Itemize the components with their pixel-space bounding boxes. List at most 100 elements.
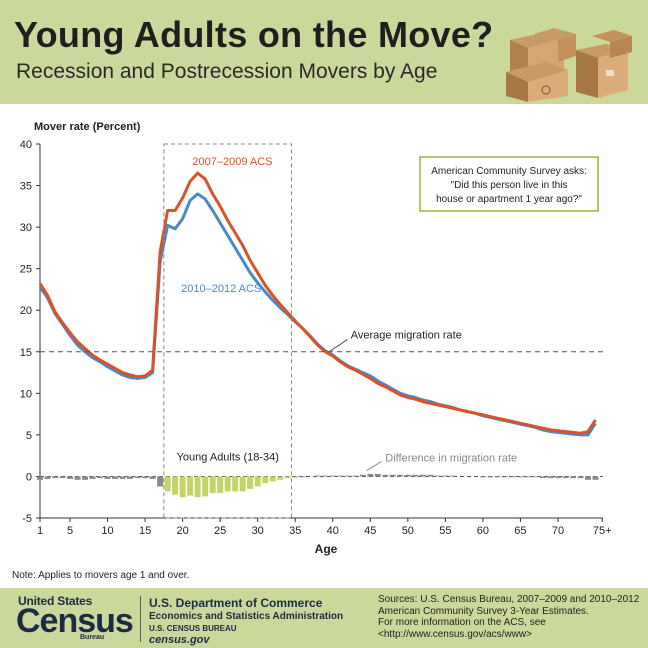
difference-bar (119, 476, 126, 479)
page-subtitle: Recession and Postrecession Movers by Ag… (16, 60, 438, 83)
difference-bar (67, 476, 74, 479)
difference-bar (569, 476, 576, 479)
difference-bar (532, 476, 539, 478)
difference-bar (554, 476, 561, 479)
difference-bar (97, 476, 104, 479)
footer-divider (140, 596, 141, 642)
difference-bar (584, 476, 591, 480)
x-tick-label: 35 (289, 525, 301, 537)
sources-text: Sources: U.S. Census Bureau, 2007–2009 a… (378, 594, 639, 640)
difference-bar (427, 474, 434, 477)
difference-bar (352, 475, 359, 477)
logo-line-bottom: Bureau (80, 634, 105, 641)
difference-bar (149, 476, 156, 479)
difference-bar (329, 475, 336, 477)
callout-line-2: "Did this person live in this (451, 180, 568, 191)
header-band: Young Adults on the Move? Recession and … (0, 0, 648, 104)
difference-bar (404, 474, 411, 477)
series-2010-2012-label: 2010–2012 ACS (181, 283, 261, 295)
difference-bar (164, 476, 171, 492)
sources-line-2: American Community Survey 3-Year Estimat… (378, 605, 589, 617)
difference-bar (179, 476, 186, 498)
difference-bar (74, 476, 81, 480)
young-adults-range-box (163, 143, 292, 519)
y-tick-label: 20 (20, 305, 32, 317)
difference-bar (194, 476, 201, 498)
x-tick-label: 20 (177, 525, 189, 537)
dept-name: U.S. Department of Commerce (149, 596, 323, 610)
x-tick-label: 40 (327, 525, 339, 537)
difference-bar (434, 475, 441, 477)
difference-bar (239, 476, 246, 492)
difference-bar (82, 476, 89, 480)
acs-link[interactable]: <http://www.census.gov/acs/www> (378, 628, 532, 640)
difference-bar (577, 476, 584, 479)
difference-bar (112, 476, 119, 479)
y-tick-label: -5 (22, 513, 32, 525)
difference-bar (314, 475, 321, 477)
average-rate-label: Average migration rate (351, 329, 462, 341)
y-tick-label: 30 (20, 222, 32, 234)
difference-bar (359, 474, 366, 477)
callout-line-3: house or apartment 1 year ago?" (436, 194, 582, 205)
difference-bar (104, 476, 111, 479)
y-tick-label: 15 (20, 347, 32, 359)
difference-bar (487, 476, 494, 478)
sources-line-1: Sources: U.S. Census Bureau, 2007–2009 a… (378, 594, 640, 605)
difference-bar (517, 476, 524, 478)
mover-rate-chart: Mover rate (Percent) -50510152025303540 … (0, 104, 648, 574)
difference-bar (374, 473, 381, 477)
callout-line-1: American Community Survey asks: (431, 166, 587, 177)
difference-bar (547, 476, 554, 479)
difference-bar (187, 476, 194, 496)
difference-bar (419, 474, 426, 477)
difference-bar (202, 476, 209, 497)
x-tick-label: 55 (439, 525, 451, 537)
x-tick-label: 45 (364, 525, 376, 537)
average-rate-leader (328, 338, 349, 353)
x-tick-label: 70 (552, 525, 564, 537)
difference-bar (277, 476, 284, 480)
x-tick-label: 25 (214, 525, 226, 537)
department-info: U.S. Department of Commerce Economics an… (149, 596, 343, 646)
difference-bar (524, 476, 531, 478)
difference-leader (366, 461, 382, 472)
difference-bar (247, 476, 254, 489)
difference-bar (367, 473, 374, 477)
difference-bar (299, 476, 306, 478)
y-tick-label: 40 (20, 139, 32, 151)
difference-bar (292, 476, 299, 478)
x-tick-label: 5 (67, 525, 73, 537)
difference-bar (127, 476, 134, 479)
x-tick-label: 50 (402, 525, 414, 537)
difference-bar (36, 476, 44, 480)
survey-question-callout (419, 156, 599, 212)
difference-bar (224, 476, 231, 492)
y-tick-label: 10 (20, 388, 32, 400)
difference-bar (389, 474, 396, 477)
difference-bar (502, 476, 509, 478)
x-tick-label: 10 (101, 525, 113, 537)
y-tick-label: 5 (26, 430, 32, 442)
difference-bar (382, 474, 389, 477)
difference-bar (59, 476, 66, 479)
x-tick-label: 75+ (593, 525, 612, 537)
difference-bar (262, 476, 269, 484)
difference-bar (397, 474, 404, 477)
difference-bar (322, 475, 329, 477)
census-bureau-logo: United States Census Bureau (14, 594, 134, 642)
census-site-link[interactable]: census.gov (149, 634, 210, 646)
x-tick-label: 60 (477, 525, 489, 537)
dept-bureau: U.S. CENSUS BUREAU (149, 624, 237, 633)
moving-boxes-icon (506, 28, 632, 102)
x-tick-label: 30 (252, 525, 264, 537)
difference-bar (442, 475, 449, 477)
series-2007-2009-label: 2007–2009 ACS (192, 156, 272, 168)
difference-bar (562, 476, 569, 479)
chart-note: Note: Applies to movers age 1 and over. (12, 570, 190, 581)
y-axis-title: Mover rate (Percent) (34, 121, 141, 133)
page-title: Young Adults on the Move? (14, 14, 494, 55)
difference-bar (134, 476, 141, 479)
difference-bar (209, 476, 216, 494)
x-tick-label: 65 (514, 525, 526, 537)
